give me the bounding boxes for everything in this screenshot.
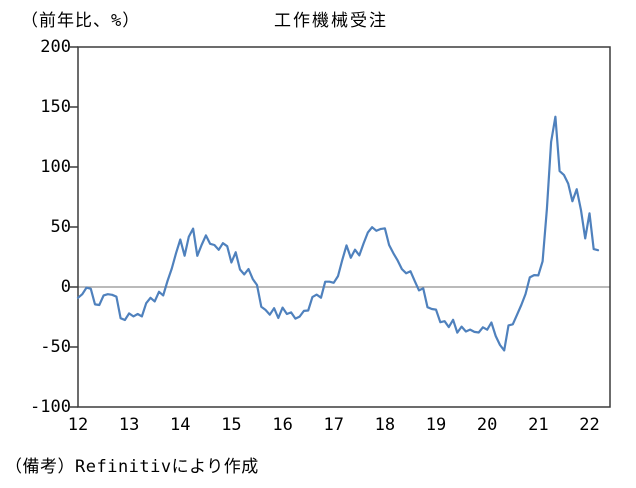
- x-tick-label: 13: [118, 415, 140, 435]
- axis-unit-label: （前年比、%）: [21, 11, 141, 31]
- x-tick-label: 22: [579, 415, 600, 435]
- y-tick-label: 150: [40, 97, 71, 117]
- y-tick-label: 100: [40, 157, 71, 177]
- y-tick-label: 50: [50, 217, 71, 237]
- x-tick-label: 15: [221, 415, 242, 435]
- data-line-series: [76, 115, 600, 352]
- x-tick-label: 16: [272, 415, 293, 435]
- y-tick-label: -50: [40, 337, 71, 357]
- x-tick-label: 21: [528, 415, 549, 435]
- x-tick-label: 17: [323, 415, 344, 435]
- x-tick-label: 18: [374, 415, 396, 435]
- chart-title: 工作機械受注: [274, 11, 388, 31]
- x-tick-label: 12: [67, 415, 89, 435]
- plot-border: [77, 46, 611, 408]
- source-note: （備考）Refinitivにより作成: [5, 457, 259, 477]
- y-tick-label: 0: [60, 277, 71, 297]
- y-tick-label: 200: [40, 37, 71, 57]
- y-tick-label: -100: [30, 397, 71, 417]
- x-tick-label: 19: [425, 415, 447, 435]
- x-tick-label: 20: [476, 415, 498, 435]
- x-tick-label: 14: [170, 415, 191, 435]
